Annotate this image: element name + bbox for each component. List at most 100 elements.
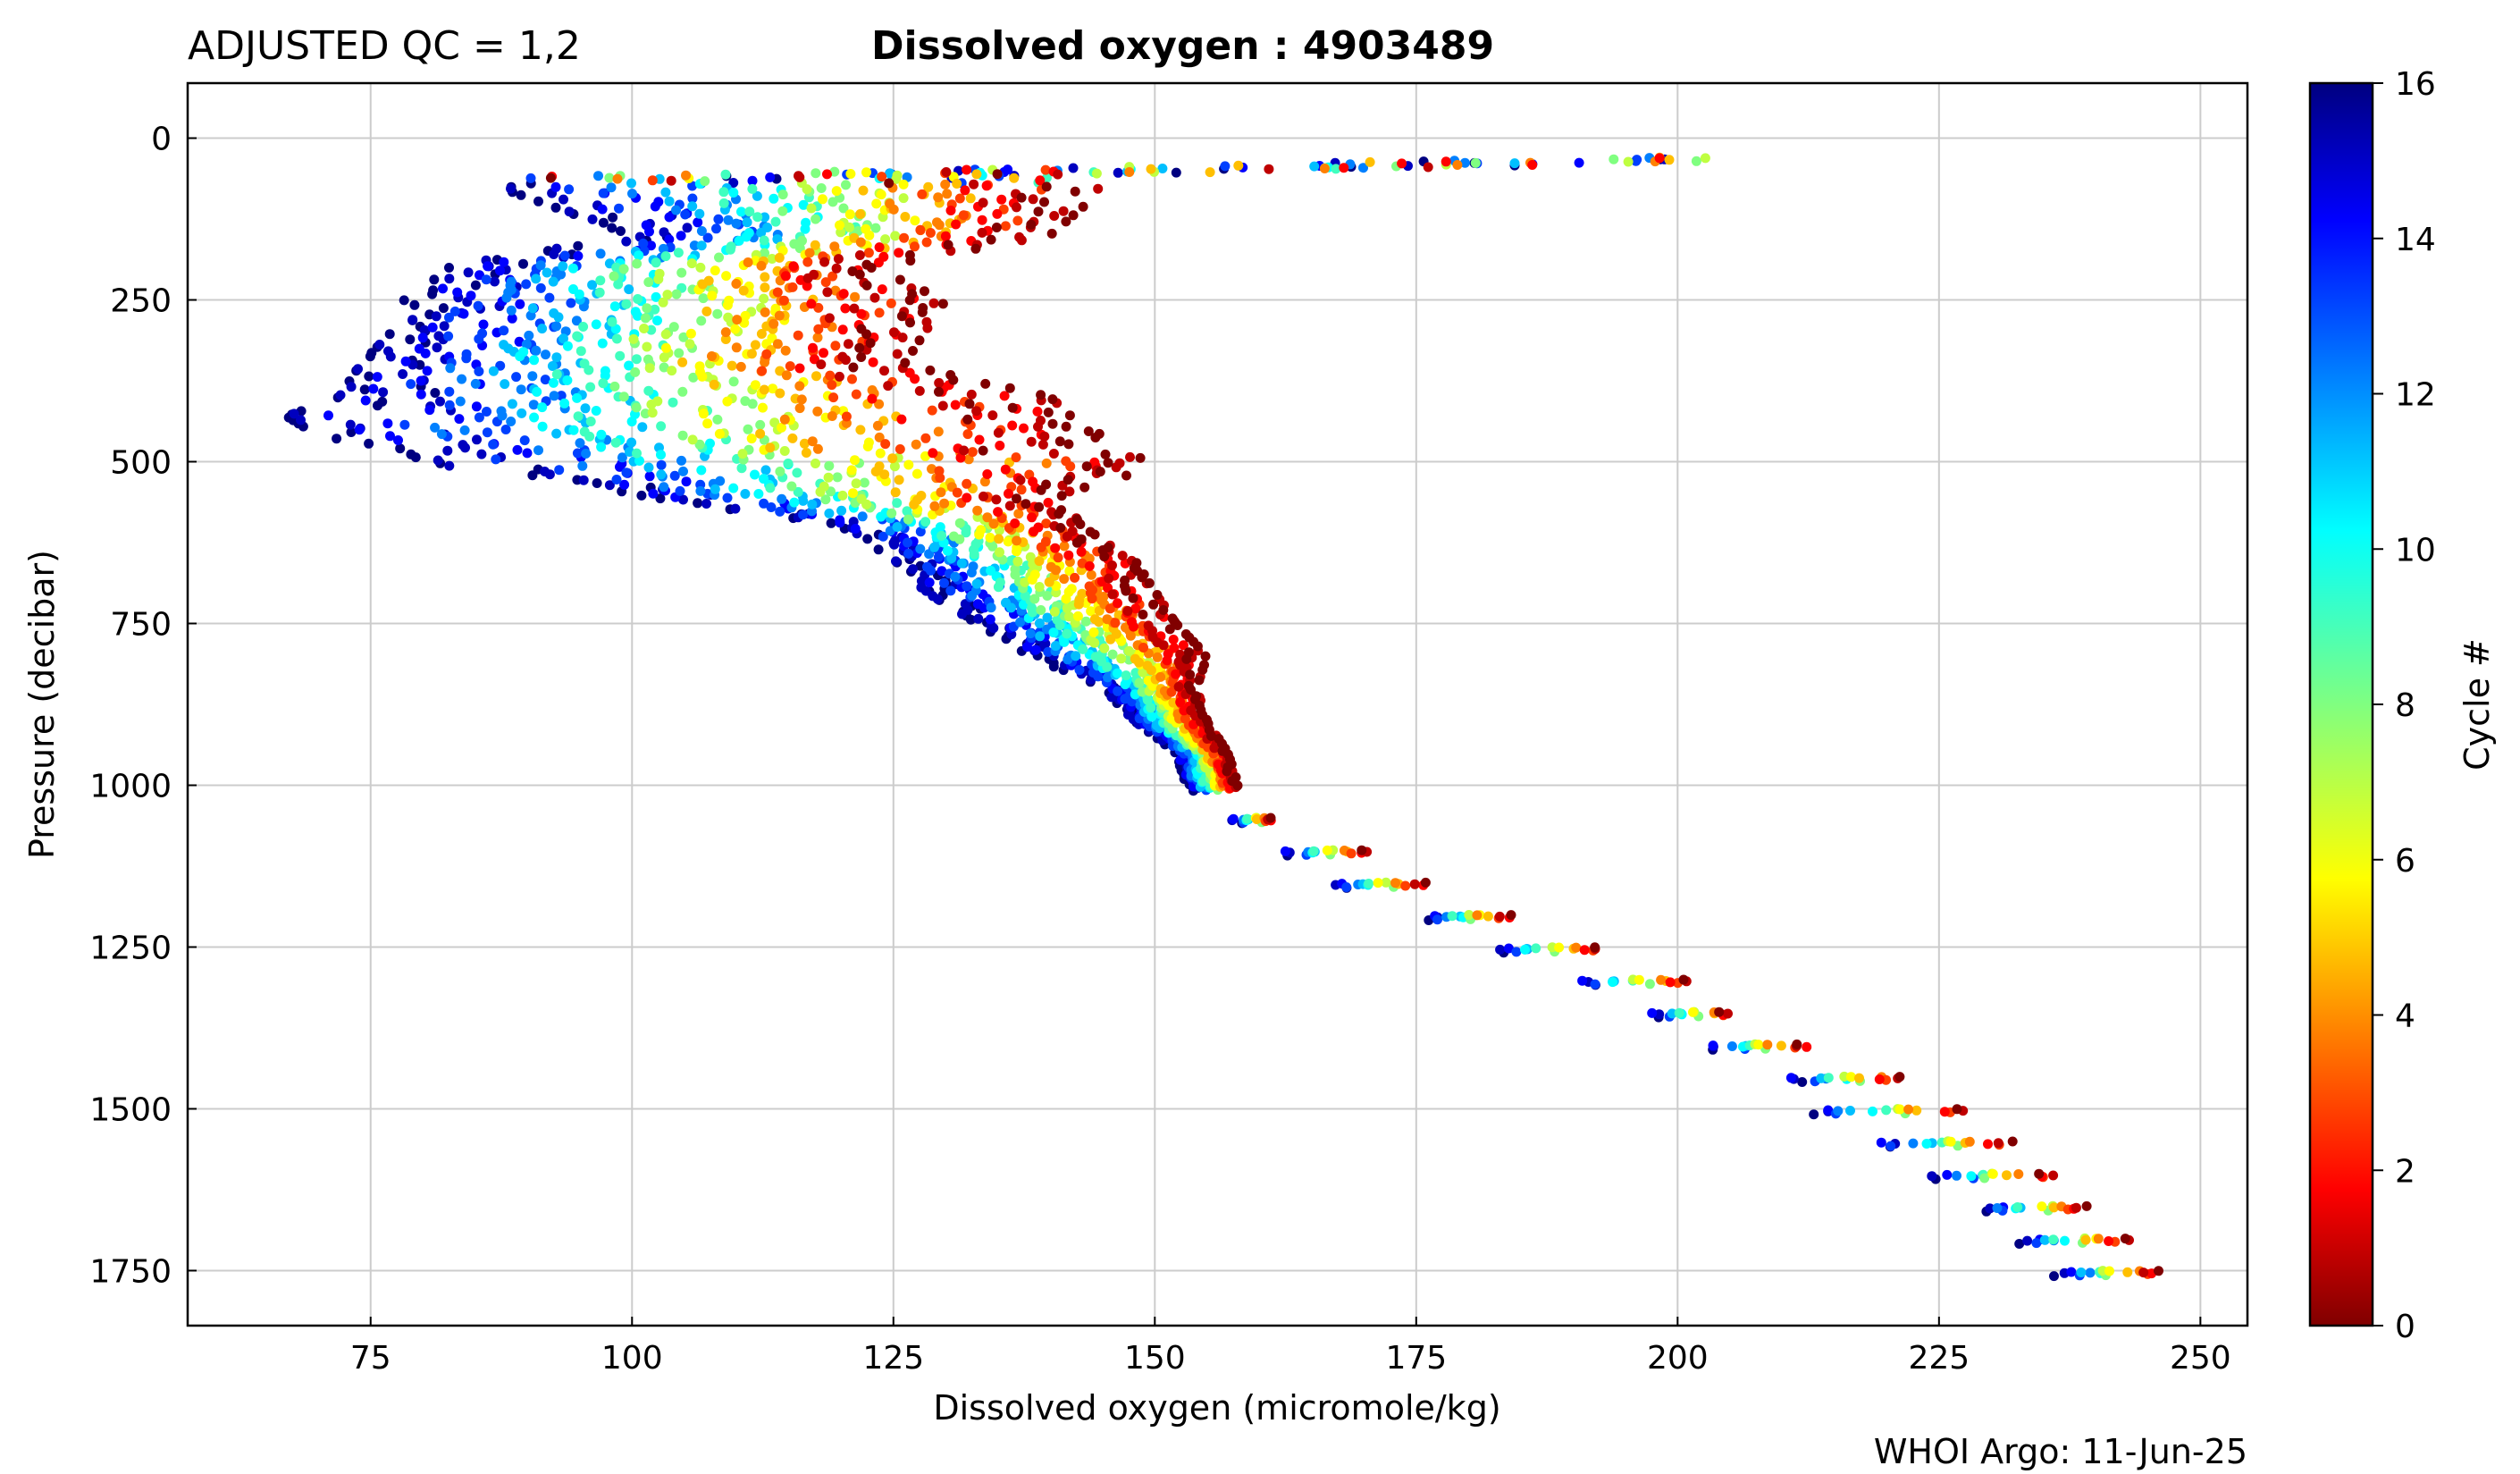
data-point (409, 299, 420, 310)
data-point (1233, 160, 1244, 171)
data-point (910, 215, 920, 226)
data-point (1146, 164, 1156, 174)
data-point (1181, 653, 1192, 664)
data-point (759, 498, 769, 509)
data-point (957, 609, 967, 619)
data-point (1264, 164, 1274, 174)
data-point (1107, 649, 1118, 660)
data-point (1987, 1168, 1998, 1179)
data-point (1816, 1073, 1827, 1083)
data-point (877, 172, 887, 182)
data-point (653, 274, 664, 284)
data-point (2081, 1200, 2092, 1211)
data-point (435, 396, 445, 407)
data-point (1441, 156, 1451, 167)
data-point (962, 581, 972, 592)
data-point (809, 354, 819, 365)
data-point (1079, 482, 1090, 493)
data-point (1007, 420, 1018, 431)
data-point (1157, 164, 1168, 173)
data-point (698, 293, 709, 304)
data-point (2007, 1136, 2018, 1147)
data-point (1876, 1137, 1886, 1148)
data-point (908, 346, 918, 356)
data-point (664, 196, 675, 206)
data-point (1908, 1138, 1919, 1149)
data-point (915, 224, 926, 235)
data-point (680, 209, 691, 220)
data-point (1579, 945, 1590, 956)
data-point (1964, 1136, 1975, 1147)
data-point (1364, 879, 1374, 889)
data-point (559, 194, 568, 205)
data-point (500, 379, 510, 390)
data-point (813, 324, 824, 334)
data-point (488, 439, 499, 450)
data-point (611, 333, 622, 344)
data-point (866, 263, 877, 273)
data-point (920, 451, 930, 461)
data-point (517, 408, 527, 418)
data-point (1644, 979, 1655, 990)
data-point (618, 264, 629, 274)
data-point (862, 442, 873, 451)
data-point (965, 193, 976, 204)
data-point (903, 537, 912, 548)
data-point (1172, 620, 1183, 630)
data-point (516, 384, 526, 395)
data-point (878, 531, 888, 542)
data-point (621, 299, 632, 309)
data-point (515, 351, 525, 362)
data-point (914, 335, 925, 346)
data-point (948, 375, 959, 385)
data-point (577, 460, 588, 471)
data-point (444, 386, 455, 397)
data-point (463, 267, 474, 278)
data-point (1341, 882, 1352, 892)
data-point (542, 267, 552, 278)
colorbar-tick-label: 8 (2395, 687, 2415, 724)
data-point (969, 549, 979, 560)
data-point (1868, 1106, 1877, 1116)
data-point (634, 456, 644, 466)
data-point (877, 284, 887, 295)
data-point (892, 349, 903, 359)
data-point (812, 333, 823, 343)
data-point (444, 400, 455, 410)
data-point (592, 478, 602, 488)
data-point (630, 366, 641, 377)
data-point (766, 502, 777, 512)
data-point (660, 187, 671, 198)
data-point (368, 383, 379, 394)
data-point (835, 518, 845, 528)
data-point (1124, 167, 1135, 177)
data-point (639, 324, 650, 333)
data-point (1089, 637, 1100, 648)
data-point (1112, 668, 1122, 678)
data-point (470, 378, 481, 389)
x-tick-label: 200 (1647, 1340, 1709, 1377)
data-point (452, 287, 463, 298)
data-point (855, 209, 866, 219)
data-point (2093, 1234, 2104, 1244)
data-point (1464, 910, 1474, 920)
data-point (709, 379, 719, 390)
data-point (564, 184, 575, 195)
data-point (802, 184, 812, 195)
data-point (811, 459, 820, 468)
colorbar-tick-label: 16 (2395, 66, 2436, 103)
colorbar-tick-label: 14 (2395, 222, 2436, 258)
data-point (1059, 636, 1070, 647)
data-point (903, 548, 914, 559)
data-point (2138, 1268, 2149, 1278)
data-point (1043, 497, 1054, 508)
data-point (847, 266, 858, 276)
data-point (613, 279, 624, 290)
data-point (836, 505, 847, 516)
data-point (659, 352, 669, 363)
data-point (772, 339, 783, 350)
data-point (1357, 845, 1367, 855)
data-point (737, 449, 748, 459)
data-point (1022, 642, 1032, 653)
data-point (1845, 1106, 1855, 1116)
